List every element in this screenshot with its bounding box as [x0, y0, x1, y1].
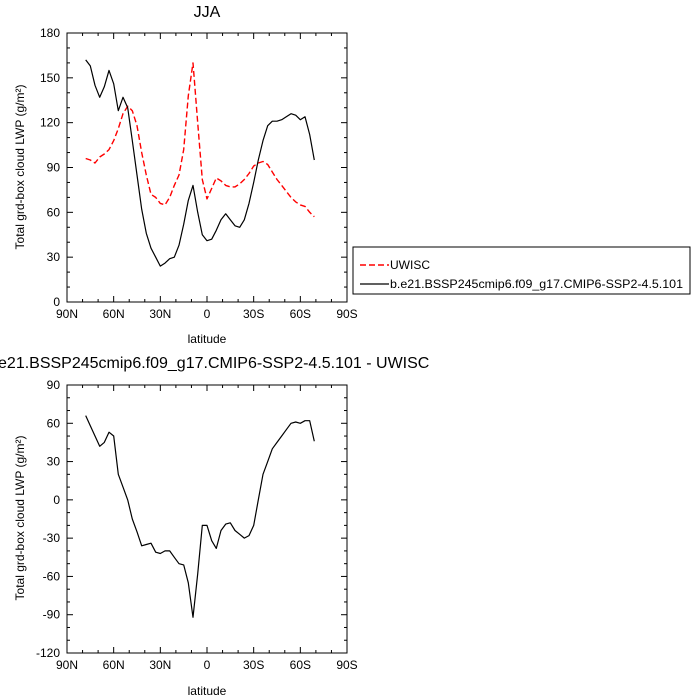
x-axis-label: latitude — [188, 332, 227, 346]
y-tick-label: 30 — [47, 455, 61, 469]
legend-item-model: b.e21.BSSP245cmip6.f09_g17.CMIP6-SSP2-4.… — [360, 277, 683, 291]
legend: UWISC b.e21.BSSP245cmip6.f09_g17.CMIP6-S… — [352, 246, 691, 295]
x-tick-label: 30N — [149, 307, 171, 321]
y-tick-label: 90 — [47, 378, 61, 392]
y-tick-label: 0 — [53, 493, 60, 507]
y-axis-label: Total grd-box cloud LWP (g/m²) — [13, 436, 27, 601]
series-line-0 — [85, 62, 315, 218]
x-tick-label: 30S — [243, 658, 264, 672]
x-tick-label: 60N — [103, 307, 125, 321]
legend-label-uwisc: UWISC — [390, 258, 430, 272]
y-tick-label: -90 — [43, 608, 61, 622]
chart-title: JJA — [194, 4, 221, 21]
series-lines — [85, 59, 315, 267]
y-axis-label: Total grd-box cloud LWP (g/m²) — [13, 85, 27, 250]
x-tick-label: 90S — [336, 307, 357, 321]
y-tick-label: 150 — [40, 71, 60, 85]
bottom-chart: b.e21.BSSP245cmip6.f09_g17.CMIP6-SSP2-4.… — [0, 355, 429, 698]
series-line-1 — [85, 59, 315, 267]
y-tick-label: 120 — [40, 116, 60, 130]
axis-ticks: 90N 60N 30N 0 30S 60S 90S 0 30 60 90 120 150 180 — [40, 26, 358, 321]
y-tick-label: 30 — [47, 250, 61, 264]
legend-box — [352, 246, 691, 295]
x-tick-label: 90S — [336, 658, 357, 672]
chart-title: b.e21.BSSP245cmip6.f09_g17.CMIP6-SSP2-4.… — [0, 355, 429, 372]
y-tick-label: 60 — [47, 205, 61, 219]
y-tick-label: 60 — [47, 416, 61, 430]
legend-label-model: b.e21.BSSP245cmip6.f09_g17.CMIP6-SSP2-4.… — [390, 277, 683, 291]
x-tick-label: 30S — [243, 307, 264, 321]
x-axis-label: latitude — [188, 684, 227, 698]
y-tick-label: -60 — [43, 569, 61, 583]
y-tick-label: 180 — [40, 26, 60, 40]
plot-frame — [66, 32, 348, 303]
series-line-0 — [85, 415, 315, 618]
y-axis-label-text: Total grd-box cloud LWP (g/m²) — [13, 436, 27, 601]
x-tick-label: 60S — [290, 307, 311, 321]
y-tick-label: 90 — [47, 161, 61, 175]
y-tick-label: -30 — [43, 531, 61, 545]
legend-item-uwisc: UWISC — [360, 258, 430, 272]
x-tick-label: 60S — [290, 658, 311, 672]
top-chart: JJA Total grd-box cloud LWP (g/m²) latit… — [13, 4, 358, 346]
x-tick-label: 90N — [56, 307, 78, 321]
y-axis-label-text: Total grd-box cloud LWP (g/m²) — [13, 85, 27, 250]
axis-ticks: 90N 60N 30N 0 30S 60S 90S -120 -90 -60 -30 0 30 60 90 — [36, 378, 358, 672]
x-tick-label: 0 — [204, 307, 211, 321]
x-tick-label: 90N — [56, 658, 78, 672]
y-tick-label: 0 — [53, 295, 60, 309]
x-tick-label: 0 — [204, 658, 211, 672]
plot-frame — [66, 384, 348, 654]
x-tick-label: 30N — [149, 658, 171, 672]
series-lines — [85, 415, 315, 618]
y-tick-label: -120 — [36, 646, 60, 660]
x-tick-label: 60N — [103, 658, 125, 672]
